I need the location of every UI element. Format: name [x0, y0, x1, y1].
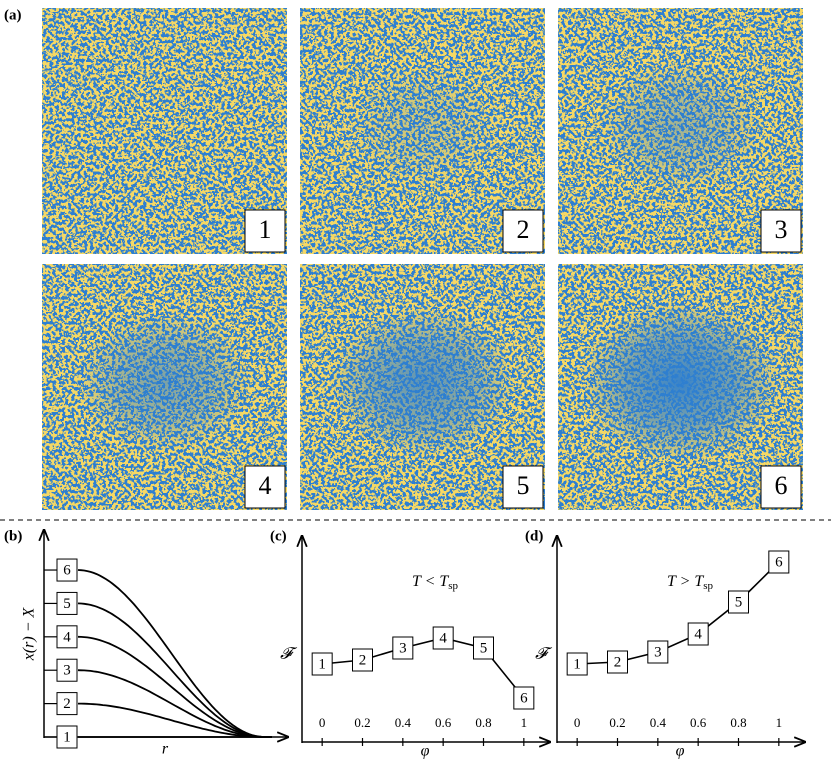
state-box [56, 725, 78, 749]
state-label: 2 [614, 654, 622, 670]
state-box [56, 591, 78, 615]
panel-label: (d) [525, 528, 543, 544]
state-box [647, 640, 669, 664]
annotation: T > Tsp [667, 573, 714, 592]
frame-box [760, 209, 802, 253]
state-box [56, 558, 78, 582]
snapshot: 1 [42, 8, 287, 254]
state-label: 4 [439, 630, 447, 646]
state-label: 4 [63, 629, 71, 645]
state-label: 4 [694, 626, 702, 642]
x-tick-label: 0.6 [690, 715, 707, 730]
profile-curve [77, 602, 272, 738]
frame-box [244, 465, 286, 509]
state-box [728, 590, 749, 614]
x-axis-label: φ [676, 743, 685, 760]
cluster [598, 61, 763, 192]
state-box [566, 652, 588, 676]
state-box [56, 625, 78, 649]
frame-box [502, 209, 544, 253]
state-label: 3 [654, 644, 662, 660]
x-tick-label: 0 [319, 715, 326, 730]
x-axis-label: φ [421, 743, 430, 760]
state-label: 5 [480, 640, 488, 656]
frame-label: 6 [775, 471, 788, 500]
frame-label: 3 [775, 215, 788, 244]
profile-curve [77, 569, 272, 738]
state-label: 2 [63, 696, 71, 712]
annotation-sub: sp [703, 580, 713, 592]
state-label: 6 [520, 690, 528, 706]
state-box [473, 636, 494, 660]
state-label: 5 [735, 594, 743, 610]
state-box [352, 648, 373, 672]
annotation: T < Tsp [412, 573, 459, 592]
frame-box [760, 465, 802, 509]
panel-label: (b) [4, 528, 22, 544]
x-tick-label: 0.6 [435, 715, 452, 730]
state-box [607, 650, 628, 674]
snapshot: 6 [558, 264, 803, 510]
x-tick-label: 0.8 [475, 715, 491, 730]
x-axis-label: r [162, 741, 169, 758]
cluster [580, 302, 781, 463]
frame-box [244, 209, 286, 253]
frame-box [502, 465, 544, 509]
state-box [311, 652, 333, 676]
state-box [56, 692, 78, 716]
state-label: 1 [573, 656, 581, 672]
state-box [432, 626, 454, 650]
annotation-main: T < T [412, 573, 449, 590]
panel-label: (a) [4, 7, 22, 23]
y-axis-label: x(r) − X [21, 607, 38, 662]
state-label: 6 [63, 562, 71, 578]
cluster [346, 66, 499, 187]
x-tick-label: 0.4 [650, 715, 667, 730]
state-label: 3 [399, 640, 407, 656]
state-label: 1 [318, 656, 326, 672]
y-axis-label: 𝓕 [535, 646, 553, 663]
y-axis-label: 𝓕 [280, 646, 298, 663]
frame-label: 2 [517, 215, 530, 244]
snapshot: 2 [300, 8, 545, 254]
frame-label: 4 [259, 471, 272, 500]
x-tick-label: 0.8 [730, 715, 746, 730]
state-label: 6 [775, 554, 783, 570]
state-label: 3 [63, 663, 71, 679]
cluster [328, 307, 517, 458]
frame-label: 5 [517, 471, 530, 500]
x-tick-label: 1 [776, 715, 783, 730]
x-tick-label: 1 [521, 715, 528, 730]
state-label: 1 [63, 729, 71, 745]
profile-curve [78, 702, 272, 738]
x-tick-label: 0.2 [609, 715, 625, 730]
x-tick-label: 0.4 [395, 715, 412, 730]
x-tick-label: 0.2 [354, 715, 370, 730]
profile-curve [77, 635, 272, 738]
profile-curve [77, 669, 272, 738]
state-box [513, 686, 535, 710]
state-label: 2 [359, 652, 367, 668]
state-box [392, 636, 414, 660]
frame-label: 1 [259, 215, 272, 244]
cluster [76, 312, 253, 453]
snapshot: 5 [300, 264, 545, 510]
x-tick-label: 0 [574, 715, 581, 730]
state-box [768, 550, 790, 574]
annotation-main: T > T [667, 573, 704, 590]
state-label: 5 [63, 596, 71, 612]
state-box [687, 622, 709, 646]
annotation-sub: sp [448, 580, 458, 592]
snapshot: 3 [558, 8, 803, 254]
panel-label: (c) [270, 528, 287, 544]
state-box [56, 658, 78, 682]
snapshot: 4 [42, 264, 287, 510]
